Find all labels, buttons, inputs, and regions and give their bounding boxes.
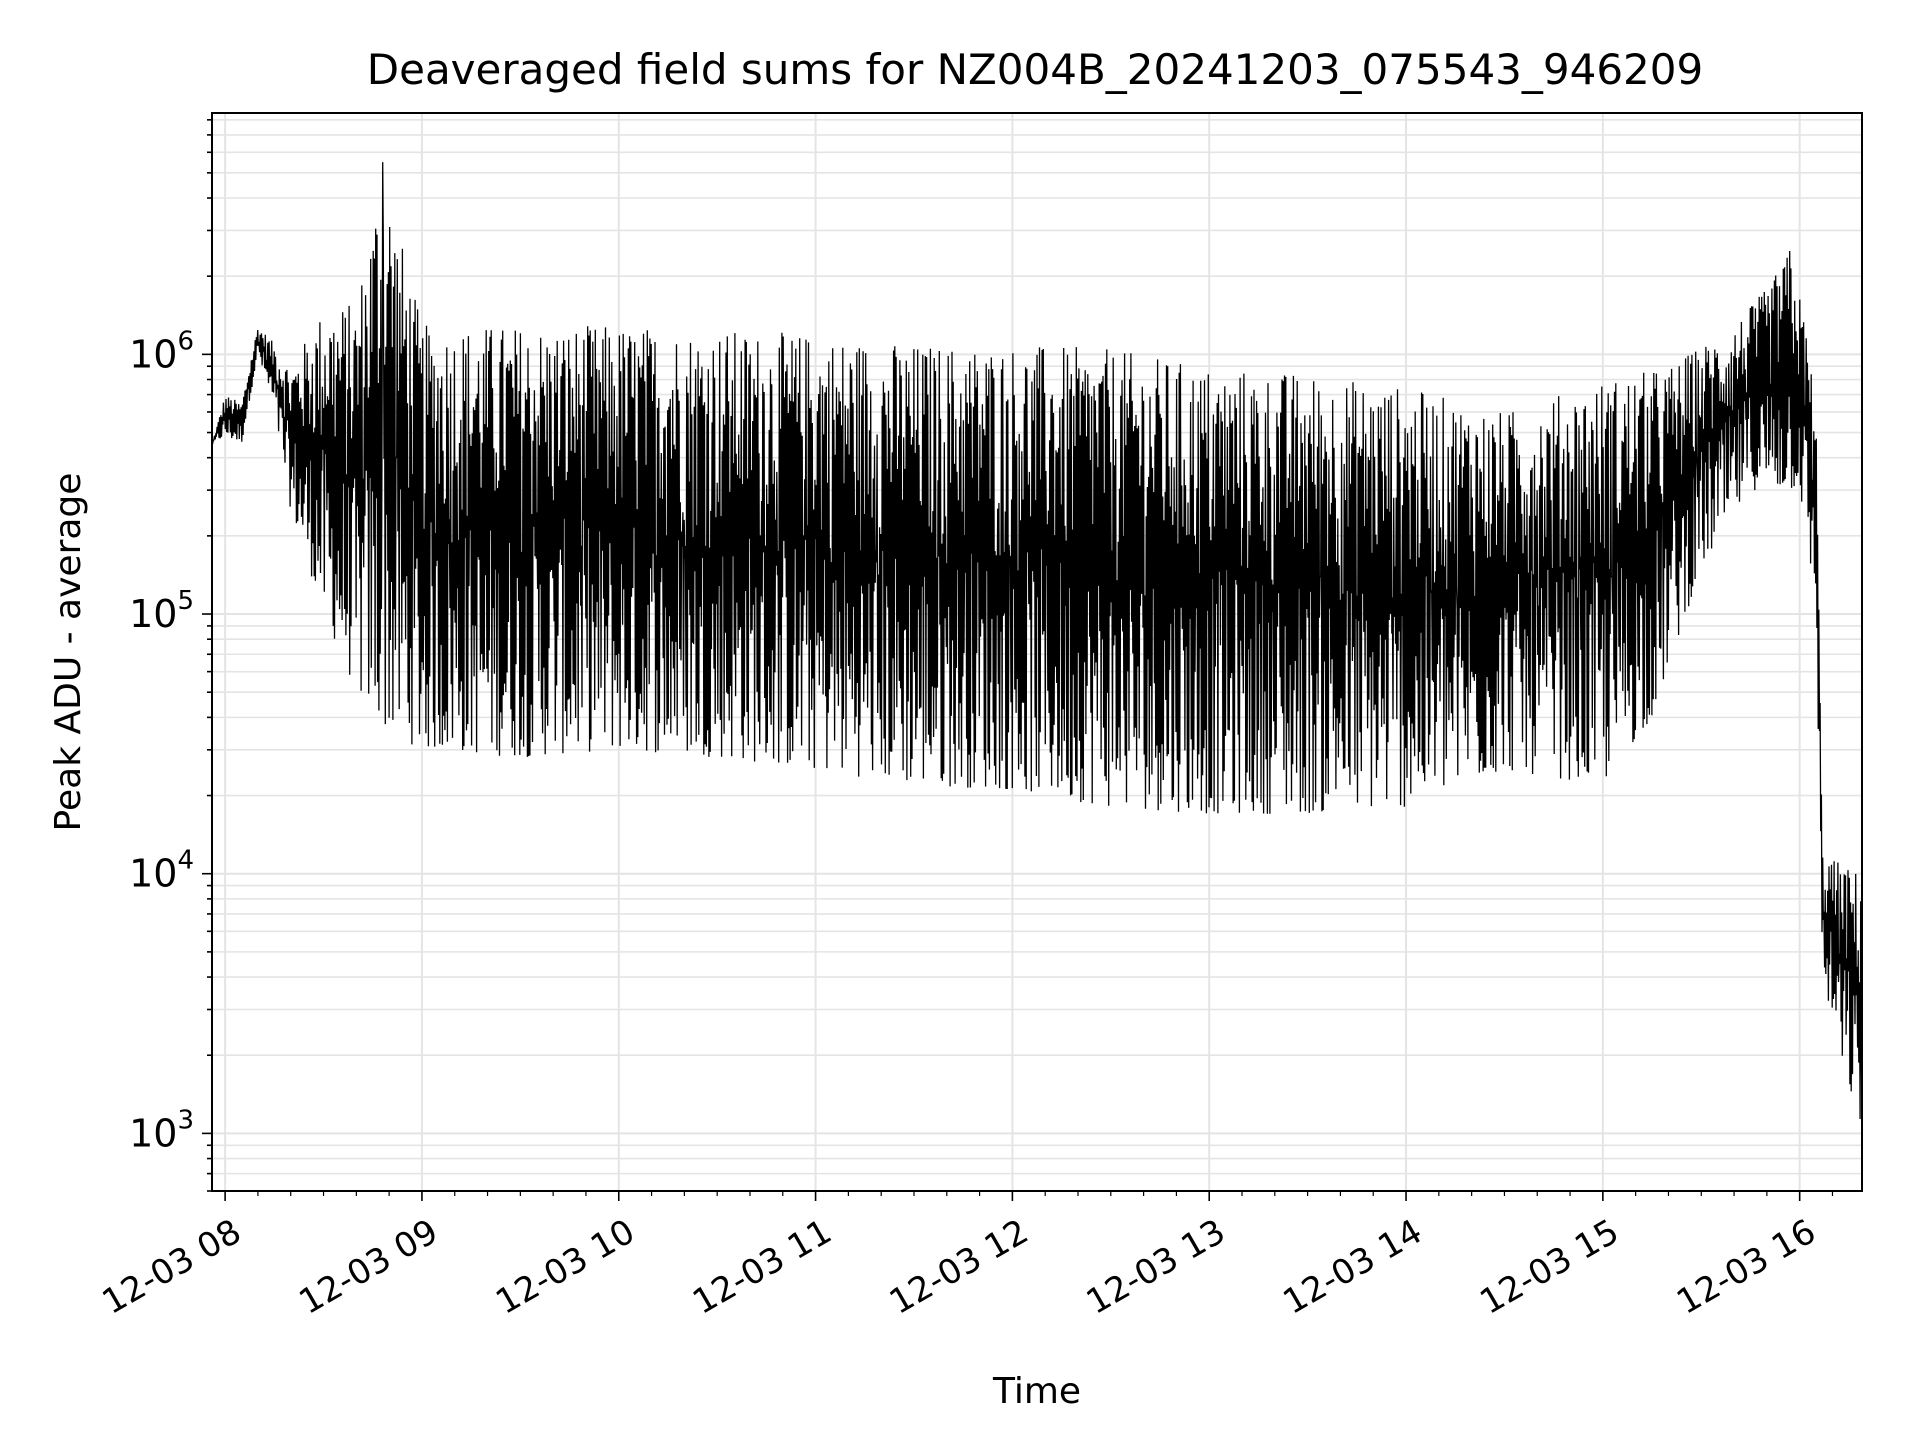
y-tick-label: 105: [129, 586, 194, 636]
y-tick-label: 103: [129, 1105, 194, 1155]
x-axis-label: Time: [992, 1371, 1081, 1412]
y-tick-exponent: 4: [177, 846, 194, 876]
y-tick-base: 10: [129, 852, 177, 896]
plot-frame: [211, 112, 1863, 1192]
y-tick-exponent: 6: [177, 326, 194, 356]
chart-title: Deaveraged field sums for NZ004B_2024120…: [367, 45, 1703, 94]
y-tick-label: 106: [129, 326, 194, 376]
y-tick-base: 10: [129, 592, 177, 636]
y-tick-exponent: 3: [177, 1105, 194, 1135]
y-tick-base: 10: [129, 332, 177, 376]
y-tick-label: 104: [129, 846, 194, 896]
plot-area: [211, 113, 1863, 1192]
y-tick-base: 10: [129, 1111, 177, 1155]
data-series-line: [211, 162, 1863, 1134]
y-axis-label: Peak ADU - average: [48, 473, 89, 832]
y-tick-exponent: 5: [177, 586, 194, 616]
